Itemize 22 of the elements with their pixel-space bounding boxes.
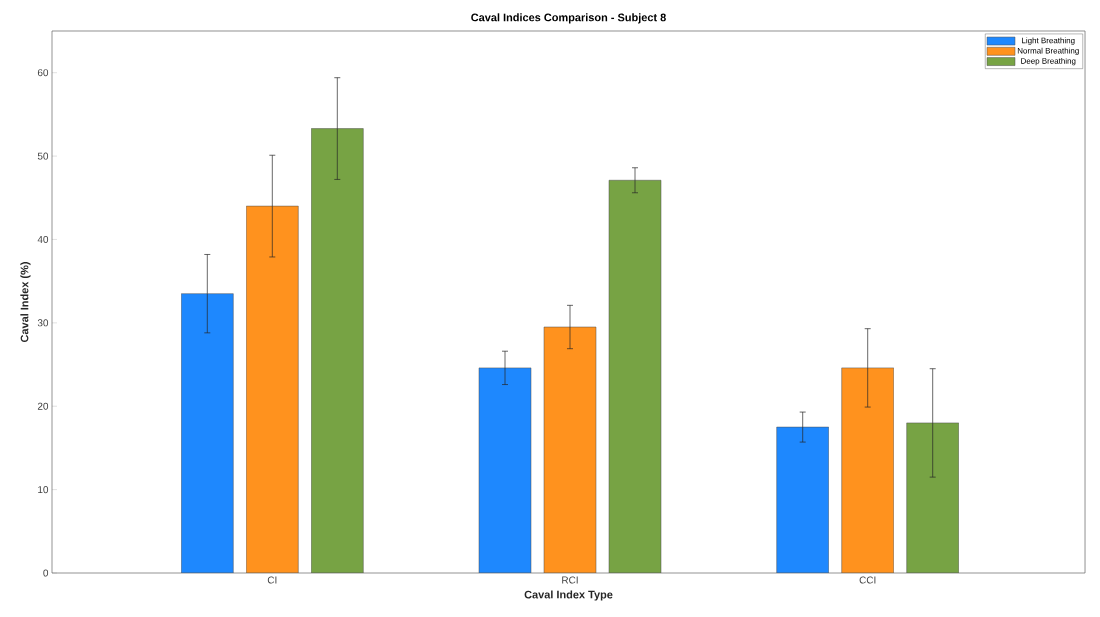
y-tick-label: 50: [37, 152, 49, 160]
x-tick-label: RCI: [562, 576, 578, 584]
y-tick-label: 10: [38, 486, 49, 494]
x-tick-label: CI: [267, 576, 277, 584]
y-tick-label: 60: [37, 69, 49, 77]
x-axis-title: Caval Index Type: [524, 590, 613, 601]
x-tick-label: CCI: [859, 576, 876, 584]
bar: [543, 326, 597, 573]
bar: [311, 128, 364, 573]
bar: [841, 367, 894, 573]
chart-title: Caval Indices Comparison - Subject 8: [471, 13, 666, 24]
bar: [181, 293, 234, 573]
bar: [776, 426, 829, 573]
y-tick-label: 0: [43, 569, 49, 577]
y-tick-label: 20: [37, 402, 49, 410]
bar: [906, 422, 959, 573]
bar: [246, 205, 299, 573]
y-axis-title: Caval Index (%): [20, 262, 31, 343]
bar: [608, 180, 662, 573]
y-tick-label: 40: [37, 235, 49, 243]
bar: [478, 367, 532, 573]
y-tick-label: 30: [37, 319, 49, 327]
